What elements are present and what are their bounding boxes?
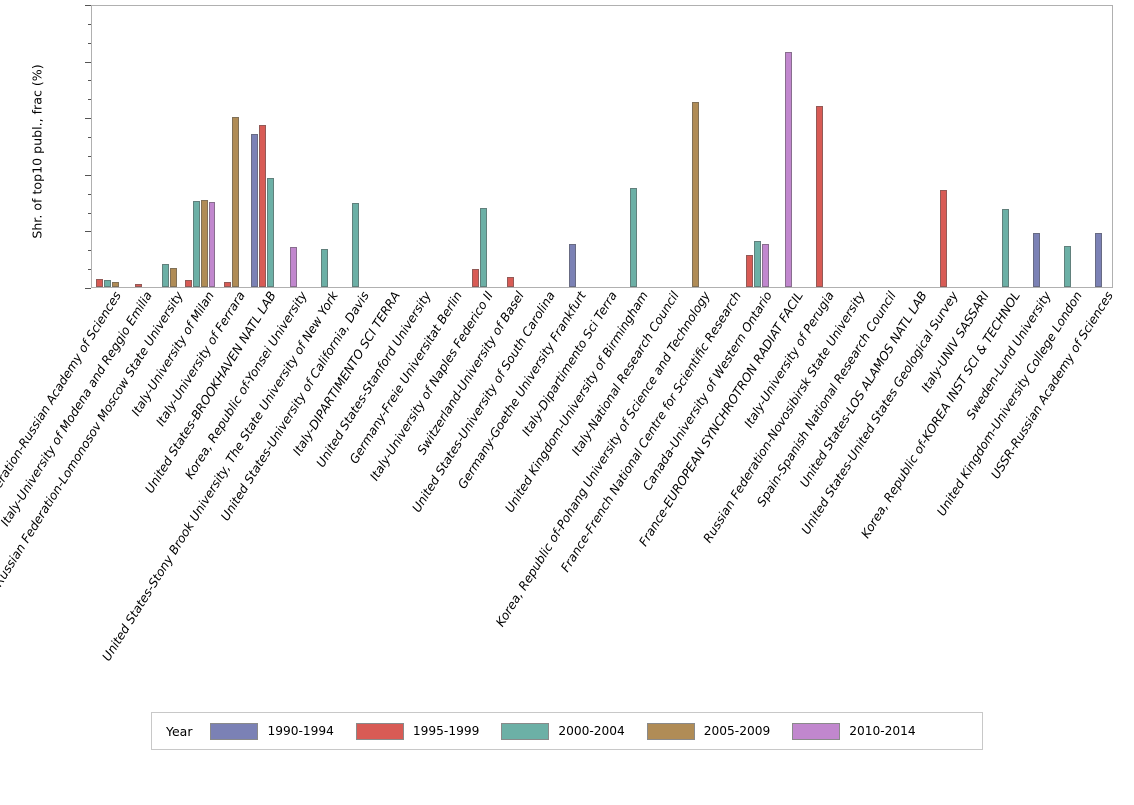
y-tick-mark — [85, 174, 91, 176]
legend-label: 2010-2014 — [849, 724, 916, 738]
bar-group — [928, 6, 959, 287]
bar[interactable] — [223, 282, 231, 287]
legend-title: Year — [166, 723, 193, 739]
legend-item-2010-2014[interactable]: 2010-2014 — [792, 722, 916, 740]
bar-group — [340, 6, 371, 287]
legend: Year 1990-1994 1995-1999 2000-2004 2005-200… — [151, 712, 983, 750]
bar[interactable] — [258, 125, 266, 287]
y-axis: Shr. of top10 publ., frac (%) 0.010.020.… — [0, 0, 91, 289]
legend-color-swatch — [210, 722, 259, 740]
bars-layer — [92, 6, 1112, 287]
legend-label: 2000-2004 — [558, 724, 625, 738]
y-tick-mark — [85, 5, 91, 6]
bar[interactable] — [754, 241, 762, 287]
bar[interactable] — [692, 101, 700, 287]
bar[interactable] — [95, 278, 103, 287]
bar-group — [92, 6, 123, 287]
y-tick-minor-mark — [88, 42, 91, 44]
legend-item-2000-2004[interactable]: 2000-2004 — [501, 722, 625, 740]
bar-group — [464, 6, 495, 287]
legend-color-swatch — [501, 722, 550, 740]
bar[interactable] — [762, 243, 770, 287]
y-tick-mark — [85, 61, 91, 63]
y-tick-mark — [85, 231, 91, 233]
legend-color-swatch — [355, 722, 404, 740]
x-axis-labels: Russian Federation-Russian Academy of Sc… — [0, 289, 1115, 689]
bar[interactable] — [231, 116, 239, 287]
bar-group — [216, 6, 247, 287]
bar[interactable] — [289, 246, 297, 287]
bar[interactable] — [200, 200, 208, 287]
bar-group — [495, 6, 526, 287]
legend-label: 2005-2009 — [703, 724, 771, 738]
bar[interactable] — [746, 255, 754, 287]
bar[interactable] — [208, 201, 216, 287]
bar[interactable] — [816, 106, 824, 287]
bar[interactable] — [250, 134, 258, 287]
plot-area — [91, 5, 1113, 288]
bar-group — [123, 6, 154, 287]
y-tick-minor-mark — [88, 137, 91, 139]
bar[interactable] — [103, 279, 111, 287]
bar-group — [1052, 6, 1083, 287]
bar-group — [990, 6, 1021, 287]
y-tick-minor-mark — [88, 193, 91, 195]
bar-group — [1021, 6, 1052, 287]
bar-group — [1083, 6, 1114, 287]
bar-group — [278, 6, 309, 287]
bar[interactable] — [185, 279, 193, 287]
y-tick-mark — [85, 288, 91, 289]
bar[interactable] — [940, 189, 948, 287]
bar-group — [247, 6, 278, 287]
bar[interactable] — [630, 187, 638, 287]
y-tick-minor-mark — [88, 212, 91, 214]
bar-group — [773, 6, 804, 287]
y-axis-title: Shr. of top10 publ., frac (%) — [29, 64, 45, 239]
bar-group — [618, 6, 649, 287]
bar-group — [742, 6, 773, 287]
legend-label: 1995-1999 — [412, 724, 480, 738]
bar[interactable] — [161, 263, 169, 287]
legend-color-swatch — [792, 722, 841, 740]
bar-group — [309, 6, 340, 287]
bar[interactable] — [169, 267, 177, 287]
bar[interactable] — [471, 269, 479, 287]
bar[interactable] — [568, 243, 576, 287]
bar-group — [557, 6, 588, 287]
legend-item-1990-1994[interactable]: 1990-1994 — [210, 722, 334, 740]
bar-group — [680, 6, 711, 287]
x-tick-label-text: United Kingdom-University College London — [933, 289, 1085, 519]
bar[interactable] — [111, 282, 119, 287]
y-tick-minor-mark — [88, 269, 91, 271]
bar[interactable] — [320, 248, 328, 287]
bar[interactable] — [785, 51, 793, 287]
bar-group — [804, 6, 835, 287]
bar[interactable] — [479, 207, 487, 287]
bar-group — [154, 6, 185, 287]
bar[interactable] — [1064, 245, 1072, 287]
y-tick-minor-mark — [88, 23, 91, 25]
bar[interactable] — [193, 200, 200, 287]
bar-chart: Shr. of top10 publ., frac (%) 0.010.020.… — [0, 0, 1115, 750]
legend-item-1995-1999[interactable]: 1995-1999 — [355, 722, 480, 740]
legend-entries: 1990-1994 1995-1999 2000-2004 2005-2009 2010… — [210, 722, 937, 740]
legend-color-swatch — [646, 722, 695, 740]
bar[interactable] — [266, 178, 274, 287]
bar-group — [185, 6, 216, 287]
legend-label: 1990-1994 — [267, 724, 334, 738]
y-tick-minor-mark — [88, 80, 91, 82]
y-tick-minor-mark — [88, 155, 91, 157]
bar[interactable] — [1095, 232, 1102, 287]
y-tick-minor-mark — [88, 250, 91, 252]
bar[interactable] — [1033, 232, 1041, 287]
y-tick-mark — [85, 118, 91, 120]
bar[interactable] — [1002, 208, 1010, 287]
bar[interactable] — [134, 284, 142, 287]
bar[interactable] — [351, 202, 359, 287]
y-tick-minor-mark — [88, 99, 91, 101]
legend-item-2005-2009[interactable]: 2005-2009 — [646, 722, 771, 740]
bar[interactable] — [506, 276, 514, 287]
